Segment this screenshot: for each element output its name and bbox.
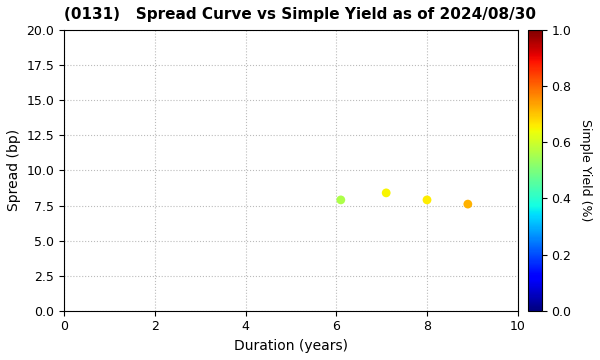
X-axis label: Duration (years): Duration (years) — [234, 339, 348, 353]
Y-axis label: Spread (bp): Spread (bp) — [7, 129, 21, 211]
Text: (0131)   Spread Curve vs Simple Yield as of 2024/08/30: (0131) Spread Curve vs Simple Yield as o… — [64, 7, 536, 22]
Point — [463, 201, 473, 207]
Y-axis label: Simple Yield (%): Simple Yield (%) — [579, 119, 592, 222]
Point — [382, 190, 391, 196]
Point — [422, 197, 432, 203]
Point — [336, 197, 346, 203]
